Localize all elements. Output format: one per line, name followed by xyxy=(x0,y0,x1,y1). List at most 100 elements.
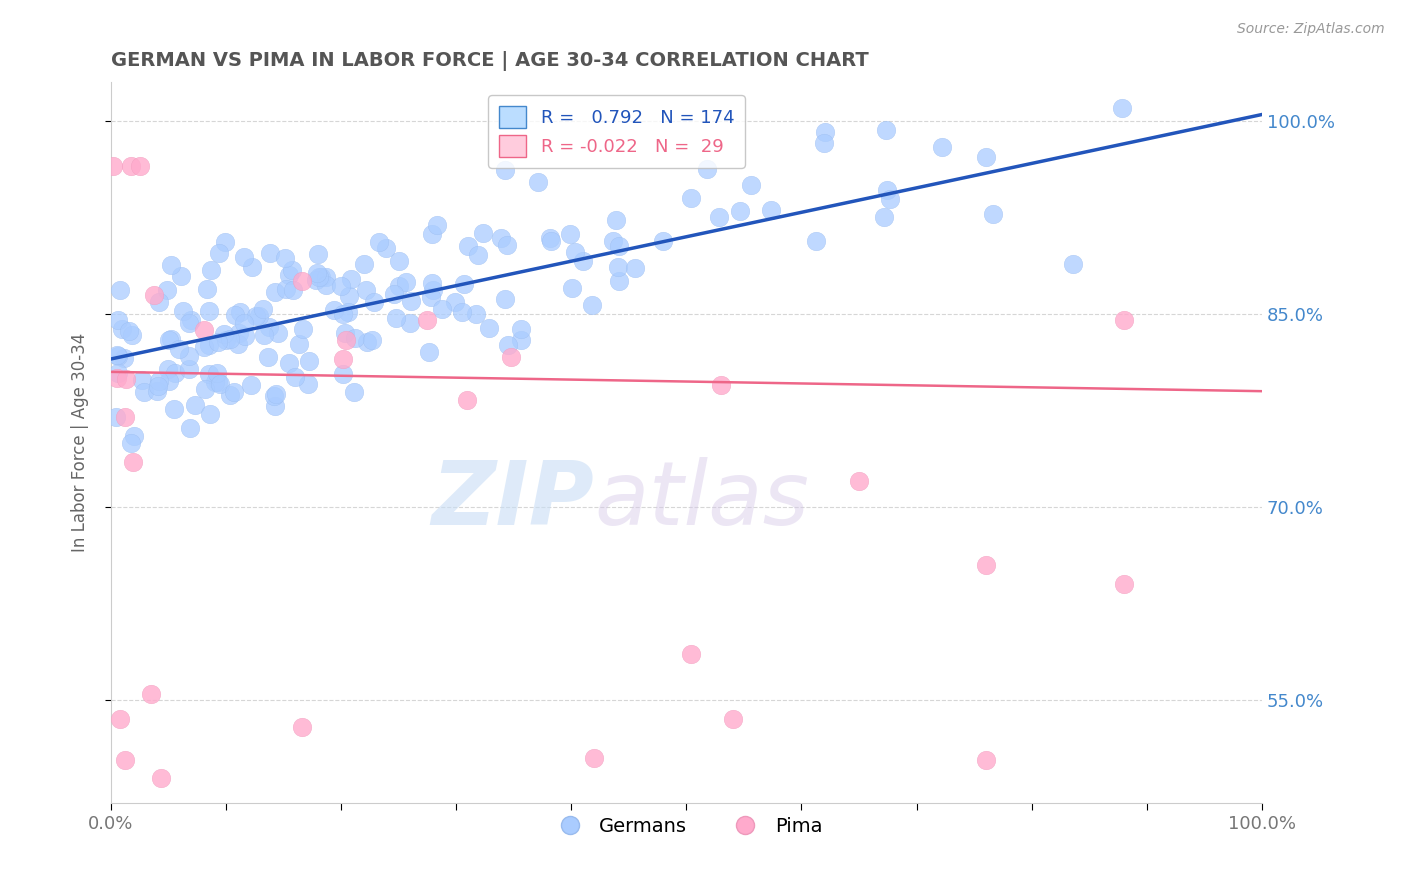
Point xyxy=(418,345,440,359)
Point xyxy=(1062,257,1084,271)
Point xyxy=(150,771,173,785)
Point xyxy=(108,712,131,726)
Text: Source: ZipAtlas.com: Source: ZipAtlas.com xyxy=(1237,22,1385,37)
Point xyxy=(118,324,141,338)
Point xyxy=(652,234,675,248)
Point xyxy=(214,327,236,342)
Point xyxy=(114,409,136,424)
Point xyxy=(353,257,375,271)
Point xyxy=(540,234,562,248)
Point xyxy=(814,125,837,139)
Point xyxy=(170,269,193,284)
Point xyxy=(564,245,586,260)
Point xyxy=(263,389,285,403)
Point xyxy=(257,350,280,364)
Point xyxy=(527,175,550,189)
Point xyxy=(105,410,128,425)
Text: GERMAN VS PIMA IN LABOR FORCE | AGE 30-34 CORRELATION CHART: GERMAN VS PIMA IN LABOR FORCE | AGE 30-3… xyxy=(111,51,869,70)
Point xyxy=(120,435,142,450)
Point xyxy=(307,246,329,260)
Point xyxy=(105,348,128,362)
Point xyxy=(259,246,281,260)
Point xyxy=(609,275,631,289)
Point xyxy=(363,294,385,309)
Point xyxy=(605,212,627,227)
Point xyxy=(374,241,396,255)
Point xyxy=(224,308,246,322)
Point xyxy=(330,278,353,293)
Point xyxy=(609,238,631,252)
Point xyxy=(399,294,422,309)
Point xyxy=(240,260,263,274)
Point xyxy=(696,161,718,176)
Point xyxy=(453,277,475,291)
Point xyxy=(247,310,270,324)
Point xyxy=(478,321,501,335)
Text: ZIP: ZIP xyxy=(432,457,595,544)
Point xyxy=(509,333,531,347)
Point xyxy=(931,139,953,153)
Point xyxy=(343,331,366,345)
Point xyxy=(278,268,301,282)
Point xyxy=(1112,313,1135,327)
Point xyxy=(581,298,603,312)
Point xyxy=(422,283,444,297)
Point xyxy=(332,352,354,367)
Point xyxy=(710,377,733,392)
Point xyxy=(205,366,228,380)
Point xyxy=(571,254,593,268)
Point xyxy=(139,687,162,701)
Point xyxy=(308,269,330,284)
Point xyxy=(336,305,359,319)
Point xyxy=(157,374,180,388)
Point xyxy=(728,204,751,219)
Point xyxy=(148,374,170,388)
Point xyxy=(457,239,479,253)
Point xyxy=(583,751,606,765)
Point xyxy=(875,123,897,137)
Point xyxy=(356,334,378,349)
Point xyxy=(983,207,1005,221)
Point xyxy=(723,713,745,727)
Point xyxy=(974,558,997,572)
Point xyxy=(146,379,169,393)
Point xyxy=(395,276,418,290)
Point xyxy=(813,136,835,150)
Point xyxy=(159,332,181,346)
Point xyxy=(398,316,420,330)
Point xyxy=(284,370,307,384)
Point xyxy=(323,303,346,318)
Point xyxy=(305,273,328,287)
Point xyxy=(128,159,150,173)
Point xyxy=(253,328,276,343)
Point xyxy=(172,303,194,318)
Point xyxy=(1111,101,1133,115)
Point xyxy=(218,388,240,402)
Point xyxy=(806,234,828,248)
Point xyxy=(112,351,135,365)
Point xyxy=(456,392,478,407)
Point xyxy=(193,340,215,354)
Point xyxy=(291,720,314,734)
Point xyxy=(156,283,179,297)
Point xyxy=(121,328,143,343)
Point xyxy=(222,384,245,399)
Point xyxy=(340,271,363,285)
Point xyxy=(207,335,229,350)
Point xyxy=(121,159,143,173)
Point xyxy=(510,322,533,336)
Point xyxy=(107,313,129,327)
Point xyxy=(709,210,731,224)
Point xyxy=(281,283,304,297)
Point xyxy=(131,373,153,387)
Point xyxy=(759,202,782,217)
Point xyxy=(215,334,238,348)
Point xyxy=(602,234,624,248)
Point xyxy=(163,401,186,416)
Point xyxy=(257,320,280,334)
Point xyxy=(264,400,287,414)
Point xyxy=(264,285,287,299)
Point xyxy=(388,253,411,268)
Point xyxy=(163,366,186,380)
Point xyxy=(679,647,702,661)
